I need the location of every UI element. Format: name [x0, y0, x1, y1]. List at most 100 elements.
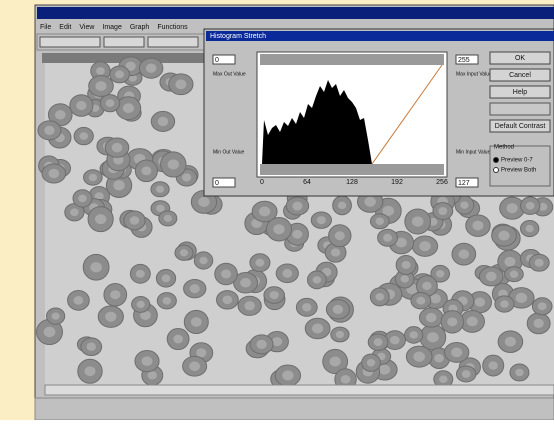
axis-label: 192: [391, 179, 403, 186]
cell-center: [156, 205, 164, 212]
cell-center: [412, 216, 424, 226]
cell-center: [462, 370, 471, 378]
cell-center: [413, 351, 425, 361]
menu-item[interactable]: Functions: [157, 24, 188, 31]
cell-center: [488, 361, 497, 369]
cell-center: [44, 126, 54, 135]
cell-center: [273, 224, 284, 234]
menu-bar: File Edit View Image Graph Functions: [40, 24, 188, 31]
cell-center: [475, 298, 485, 307]
screen: File Edit View Image Graph Functions Histogra…: [0, 0, 554, 420]
cell-center: [164, 215, 172, 222]
input-value: 255: [458, 57, 470, 64]
cell-center: [460, 201, 468, 208]
cell-center: [110, 290, 120, 299]
button[interactable]: [490, 103, 550, 115]
top-slider[interactable]: [260, 54, 444, 65]
cell-center: [505, 337, 516, 347]
cell-center: [438, 207, 447, 215]
cell-center: [526, 202, 535, 210]
cell-center: [439, 375, 448, 383]
menu-item[interactable]: Graph: [130, 24, 150, 31]
cell-center: [79, 132, 88, 140]
cell-center: [390, 336, 400, 345]
cell-center: [535, 259, 544, 267]
tool-group[interactable]: [148, 37, 198, 47]
cell-center: [113, 180, 124, 190]
button-label: OK: [515, 55, 525, 62]
cell-center: [189, 361, 200, 371]
cell-center: [336, 331, 344, 338]
cell-center: [510, 270, 518, 277]
app-titlebar: [37, 7, 554, 19]
field-label: Min Out Value: [213, 149, 245, 155]
cell-center: [52, 313, 60, 320]
axis-label: 128: [346, 179, 358, 186]
axis-label: 0: [260, 179, 264, 186]
radio[interactable]: [494, 158, 499, 163]
menu-item[interactable]: File: [40, 24, 51, 31]
cell-center: [427, 332, 439, 342]
toolbar-buttons: [40, 37, 198, 47]
cell-center: [486, 272, 497, 281]
cell-center: [175, 79, 186, 89]
menu-item[interactable]: Edit: [59, 24, 71, 31]
button-label: Default Contrast: [495, 123, 546, 130]
cell-center: [526, 225, 534, 232]
cell-center: [302, 303, 311, 311]
cell-center: [451, 348, 462, 358]
bottom-slider[interactable]: [260, 164, 444, 175]
cell-center: [163, 297, 172, 305]
cell-center: [44, 327, 56, 337]
cell-center: [89, 174, 97, 181]
cell-center: [364, 197, 375, 207]
cell-center: [137, 301, 145, 308]
dialog: Histogram Stretch 0 Max Out Value Min Ou…: [204, 29, 554, 196]
menu-item[interactable]: Image: [102, 24, 122, 31]
cell-center: [49, 169, 60, 178]
cell-center: [158, 117, 169, 126]
scrollbar[interactable]: [45, 385, 554, 395]
cell-center: [410, 331, 418, 338]
cell-center: [538, 302, 547, 310]
cell-center: [292, 202, 302, 211]
cell-center: [292, 230, 302, 239]
cell-center: [282, 370, 293, 380]
cell-center: [313, 276, 321, 284]
button-label: Help: [513, 89, 528, 96]
tool-group[interactable]: [104, 37, 144, 47]
radio-label: Preview Both: [501, 168, 536, 174]
cell-center: [256, 340, 266, 349]
input-value: 127: [458, 180, 470, 187]
cell-center: [191, 317, 202, 327]
cell-center: [331, 248, 340, 256]
cell-center: [416, 297, 425, 305]
cell-center: [198, 197, 209, 207]
cell-center: [317, 216, 326, 224]
radio[interactable]: [494, 168, 499, 173]
field-label: Min Input Value: [456, 149, 491, 155]
cell-center: [434, 354, 444, 362]
menu-item[interactable]: View: [79, 24, 95, 31]
dialog-title: Histogram Stretch: [210, 33, 266, 40]
cell-center: [162, 274, 171, 282]
dialog-buttons: OKCancelHelpDefault Contrast: [490, 52, 550, 132]
cell-center: [222, 295, 232, 304]
cell-center: [123, 103, 134, 113]
cell-center: [341, 375, 351, 384]
cell-center: [95, 214, 106, 224]
cell-center: [84, 366, 95, 376]
cell-center: [142, 356, 153, 366]
cell-center: [426, 313, 437, 322]
cell-center: [70, 208, 79, 216]
cell-center: [136, 270, 145, 278]
cell-center: [90, 262, 102, 272]
cell-center: [516, 293, 527, 303]
cell-center: [333, 305, 343, 314]
cell-center: [459, 249, 470, 258]
cell-center: [436, 270, 444, 277]
tool-group[interactable]: [40, 37, 100, 47]
cell-center: [148, 371, 157, 379]
cell-center: [330, 357, 341, 367]
cell-center: [168, 159, 179, 169]
